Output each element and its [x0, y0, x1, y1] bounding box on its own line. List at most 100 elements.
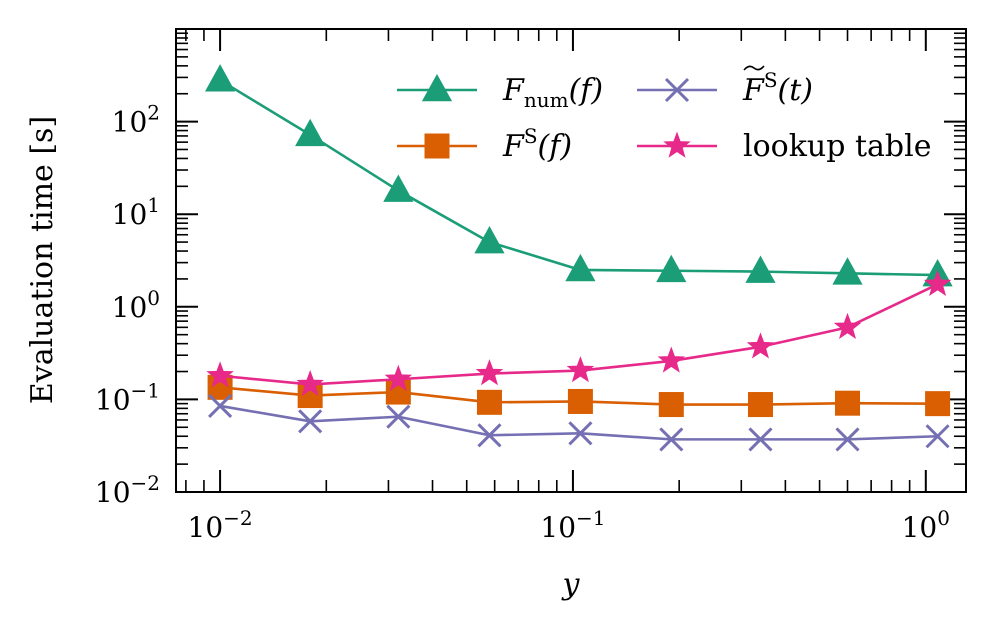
- y-tick-label: 101: [112, 193, 160, 231]
- y-tick-exponent: 2: [147, 101, 160, 125]
- legend-entry-lookup-table: lookup table: [637, 129, 931, 164]
- data-point-f-s-f: [658, 392, 684, 418]
- data-point-f-s-f: [925, 391, 951, 417]
- data-point-lookup-table: [566, 356, 595, 383]
- legend-label-superscript: S: [524, 124, 538, 148]
- series-f-s-f: [207, 374, 951, 418]
- legend-label-superscript: S: [764, 68, 778, 92]
- legend: Fnum(f)FS(f)FS(t)lookup table: [397, 65, 931, 164]
- legend-marker: [421, 73, 453, 102]
- x-tick-label: 100: [902, 506, 950, 544]
- y-tick-label: 100: [112, 286, 160, 324]
- data-point-f-num-f: [656, 254, 687, 283]
- legend-marker: [664, 77, 690, 103]
- data-point-f-s-t: [477, 423, 502, 448]
- series-layer: [204, 64, 953, 452]
- x-tick-exponent: 0: [937, 506, 950, 530]
- y-tick-exponent: −1: [131, 378, 160, 402]
- y-tick-base: 10: [95, 383, 131, 416]
- data-point-f-s-t-stroke: [386, 404, 411, 429]
- data-point-f-num-f: [565, 253, 596, 282]
- legend-label: lookup table: [743, 129, 931, 164]
- data-point-f-num-f: [832, 257, 863, 285]
- series-f-num-f: [204, 64, 953, 287]
- legend-marker: [663, 131, 691, 158]
- y-tick-exponent: −2: [131, 471, 160, 495]
- x-tick-label: 10−1: [540, 506, 605, 544]
- legend-entry-f-s-t: FS(t): [637, 65, 813, 108]
- data-point-f-s-t-stroke: [748, 427, 773, 452]
- data-point-lookup-table: [206, 361, 234, 388]
- data-point-f-s-t: [659, 427, 684, 452]
- data-point-f-s-t-stroke: [925, 424, 950, 449]
- data-point-f-s-t: [386, 404, 411, 429]
- series-f-s-t: [208, 393, 950, 452]
- y-tick-label: 10−2: [95, 471, 160, 509]
- data-point-f-s-t-stroke: [835, 427, 860, 452]
- data-point-f-s-t: [748, 427, 773, 452]
- data-point-lookup-table: [923, 269, 952, 296]
- data-point-f-s-f: [747, 392, 773, 418]
- data-point-f-s-t: [568, 421, 593, 446]
- data-point-f-s-t: [298, 409, 323, 434]
- legend-label: Fnum(f): [502, 73, 603, 112]
- y-tick-exponent: 0: [147, 286, 160, 310]
- data-point-lookup-table: [657, 346, 686, 373]
- legend-label-argument: (t): [778, 73, 813, 108]
- data-point-lookup-table: [746, 332, 775, 359]
- series-lookup-table: [206, 269, 952, 397]
- data-point-lookup-table: [384, 364, 413, 391]
- legend-label-symbol: F: [502, 73, 525, 108]
- y-axis-title: Evaluation time [s]: [25, 116, 60, 404]
- x-tick-base: 10: [188, 511, 224, 544]
- y-tick-base: 10: [95, 476, 131, 509]
- legend-label-argument: (f): [538, 129, 573, 164]
- legend-tilde: [743, 65, 765, 71]
- data-point-f-num-f: [474, 226, 505, 254]
- y-tick-base: 10: [112, 291, 148, 324]
- data-point-lookup-table: [475, 359, 504, 386]
- x-tick-exponent: −1: [576, 506, 605, 530]
- data-point-f-s-t-stroke: [659, 427, 684, 452]
- legend-label: FS(f): [502, 124, 572, 164]
- x-tick-base: 10: [540, 511, 576, 544]
- data-point-lookup-table: [833, 312, 862, 340]
- data-point-f-s-t: [925, 424, 950, 449]
- y-tick-exponent: 1: [147, 193, 160, 217]
- data-point-f-s-f: [476, 389, 502, 415]
- legend-marker-stroke: [664, 77, 690, 103]
- data-point-f-s-t-stroke: [298, 409, 323, 434]
- data-point-f-s-f: [835, 390, 861, 416]
- x-tick-label: 10−2: [188, 506, 253, 544]
- legend-marker: [424, 133, 450, 159]
- data-point-f-num-f: [383, 174, 414, 202]
- data-point-f-num-f: [295, 118, 326, 147]
- data-point-f-s-f: [567, 388, 593, 414]
- x-tick-base: 10: [902, 511, 938, 544]
- data-point-f-num-f: [745, 255, 776, 283]
- legend-label-symbol: F: [742, 73, 765, 108]
- legend-label: FS(t): [742, 68, 813, 108]
- x-tick-exponent: −2: [223, 506, 252, 530]
- legend-entry-f-num-f: Fnum(f): [397, 73, 603, 112]
- y-tick-label: 102: [112, 101, 160, 139]
- legend-label-argument: (f): [569, 73, 604, 108]
- data-point-f-s-t: [208, 393, 233, 418]
- y-tick-base: 10: [112, 106, 148, 139]
- data-point-f-s-t: [835, 427, 860, 452]
- data-point-f-s-t-stroke: [477, 423, 502, 448]
- legend-label-symbol: F: [502, 129, 525, 164]
- legend-label-subscript: num: [524, 88, 569, 112]
- y-tick-base: 10: [112, 198, 148, 231]
- data-point-f-s-t-stroke: [208, 393, 233, 418]
- plot-frame: [175, 28, 967, 493]
- y-tick-label: 10−1: [95, 378, 160, 416]
- x-axis-title: y: [561, 567, 581, 602]
- legend-entry-f-s-f: FS(f): [397, 124, 572, 164]
- data-point-f-num-f: [204, 64, 236, 92]
- data-point-lookup-table: [296, 370, 324, 397]
- data-point-f-s-t-stroke: [568, 421, 593, 446]
